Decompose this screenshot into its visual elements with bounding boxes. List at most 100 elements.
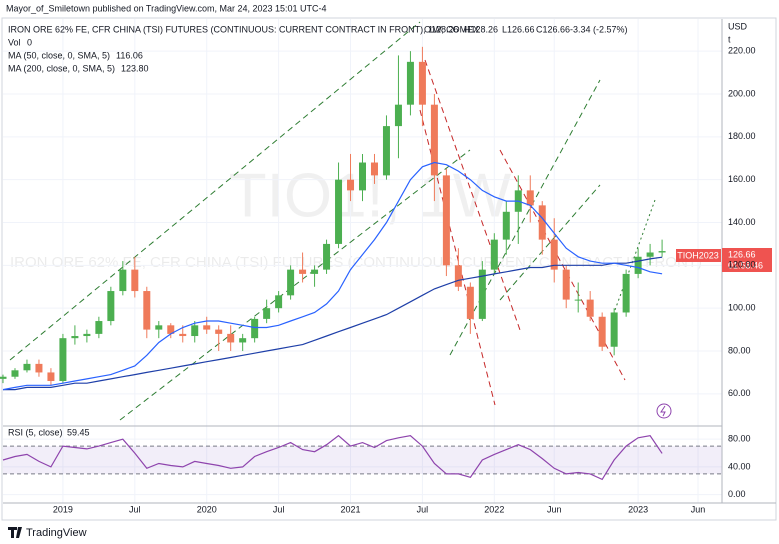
candle-body: [155, 325, 163, 330]
candle-body: [83, 333, 91, 337]
published-line: Mayor_of_Smiletown published on TradingV…: [6, 3, 327, 13]
rsi-tick-label: 40.00: [728, 461, 751, 471]
candle-body: [23, 363, 31, 371]
candle-body: [35, 363, 43, 373]
x-tick-label: 2023: [628, 504, 648, 514]
y-tick-label: 160.00: [728, 174, 756, 184]
candle-body: [622, 273, 630, 313]
x-tick-label: Jul: [417, 504, 429, 514]
marks: [0, 46, 722, 481]
candle-body: [167, 325, 175, 334]
ma50-line: [2, 161, 663, 391]
vol-value: 0: [27, 37, 32, 47]
candle-body: [382, 126, 390, 176]
x-tick-label: Jul: [273, 504, 285, 514]
candle-body: [203, 325, 211, 330]
trend-line: [449, 79, 601, 356]
rsi-label: RSI (5, close): [8, 427, 63, 437]
candle-body: [406, 61, 414, 105]
candle-body: [454, 265, 462, 287]
candle-body: [239, 338, 247, 343]
candle-body: [143, 291, 151, 330]
rsi-tick-label: 80.00: [728, 434, 751, 444]
candle-body: [215, 329, 223, 334]
candle-body: [11, 370, 19, 377]
alert-icon[interactable]: [656, 403, 672, 419]
candle-body: [263, 308, 271, 319]
candle-body: [430, 104, 438, 176]
rsi-tick-label: 0.00: [728, 489, 746, 499]
candle-body: [191, 325, 199, 337]
candle-body: [287, 269, 295, 296]
candle-body: [370, 162, 378, 176]
candle-body: [538, 205, 546, 240]
candle-body: [131, 269, 139, 292]
x-tick-label: Jun: [691, 504, 706, 514]
candle-body: [179, 333, 187, 337]
candle-body: [442, 175, 450, 266]
watermark-symbol: TIO1!, 1W: [229, 161, 512, 230]
currency: USD: [728, 21, 748, 31]
candle-body: [347, 179, 355, 191]
x-tick-label: 2021: [341, 504, 361, 514]
rsi-band: [3, 446, 722, 474]
candle-body: [71, 336, 79, 339]
legend-close: C126.66: [536, 24, 570, 34]
y-tick-label: 200.00: [728, 88, 756, 98]
candle-body: [634, 256, 642, 274]
y-tick-label: 80.00: [728, 345, 751, 355]
legend-change: -3.34 (-2.57%): [570, 24, 628, 34]
rsi-value: 59.45: [67, 427, 90, 437]
candle-body: [526, 190, 534, 206]
price-tag: [722, 248, 772, 272]
last-price: 126.66: [728, 249, 756, 259]
y-tick-label: 120.00: [728, 260, 756, 270]
y-tick-label: 100.00: [728, 303, 756, 313]
legend-high: H128.26: [464, 24, 498, 34]
candle-body: [359, 162, 366, 191]
candle-body: [323, 243, 331, 270]
x-tick-label: 2019: [53, 504, 73, 514]
candle-body: [490, 239, 498, 270]
alert-icon-bolt: [660, 405, 666, 417]
candle-body: [394, 104, 402, 127]
ma200-line: [3, 256, 663, 391]
brand: TradingView: [26, 527, 87, 539]
candle-body: [598, 316, 606, 347]
candle-body: [251, 318, 259, 339]
legend-low: L126.66: [502, 24, 535, 34]
candle-body: [335, 179, 343, 244]
contract-tag: [676, 249, 721, 262]
candle-body: [107, 291, 115, 322]
x-tick-label: Jun: [547, 504, 562, 514]
candle-body: [47, 372, 55, 382]
trend-line: [9, 21, 421, 361]
candle-body: [227, 333, 235, 343]
candle-body: [418, 61, 426, 105]
candle-body: [299, 269, 307, 274]
legend-title: IRON ORE 62% FE, CFR CHINA (TSI) FUTURES…: [8, 24, 479, 34]
candle-body: [550, 239, 558, 270]
footer: TradingView: [8, 527, 87, 539]
contract-label: TIOH2023: [677, 250, 719, 260]
x-tick-label: Jul: [129, 504, 141, 514]
candle-body: [586, 299, 594, 317]
y-tick-label: 60.00: [728, 388, 751, 398]
currency-unit: t: [728, 34, 731, 44]
rsi-line: [2, 434, 663, 481]
countdown: 01:58:46: [728, 260, 763, 270]
candle-body: [275, 295, 283, 309]
ma50-value: 116.06: [116, 50, 143, 60]
candle-body: [0, 376, 7, 379]
y-tick-label: 140.00: [728, 217, 756, 227]
y-tick-label: 220.00: [728, 46, 756, 56]
candle-body: [59, 338, 67, 382]
y-tick-label: 180.00: [728, 131, 756, 141]
ma200-label: MA (200, close, 0, SMA, 5): [8, 63, 115, 73]
trend-line: [424, 59, 521, 331]
candle-body: [574, 299, 582, 301]
vol-label: Vol: [8, 37, 21, 47]
legend-open: O128.26: [424, 24, 459, 34]
candle-body: [311, 269, 319, 274]
